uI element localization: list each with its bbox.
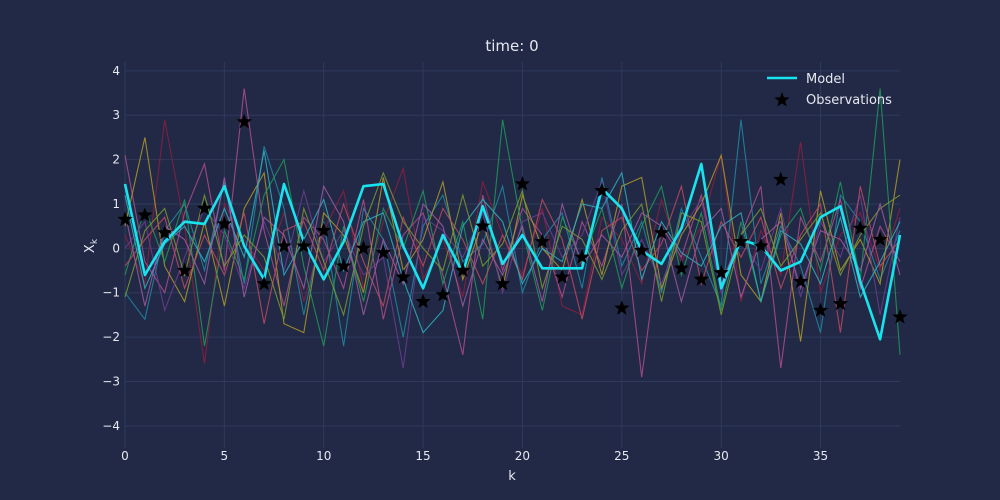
observation-point	[892, 309, 908, 324]
legend: Model Observations	[767, 72, 892, 108]
y-tick-label: 3	[112, 108, 120, 122]
ensemble-line	[124, 150, 901, 334]
x-tick-label: 5	[221, 449, 229, 463]
observation-point	[415, 293, 431, 309]
observation-point	[812, 302, 829, 317]
y-tick-label: 1	[112, 197, 120, 211]
observation-point	[753, 238, 769, 253]
observation-point	[256, 275, 272, 291]
chart-title: time: 0	[485, 37, 538, 55]
model-series	[123, 162, 902, 341]
x-tick-label: 25	[614, 449, 629, 463]
observation-point	[733, 233, 749, 249]
observation-point	[117, 211, 133, 226]
observation-point	[673, 260, 690, 275]
y-tick-label: −1	[102, 286, 120, 300]
observation-point	[236, 113, 252, 129]
observation-point	[852, 220, 868, 235]
observation-point	[773, 171, 789, 187]
model-line	[123, 162, 902, 341]
observation-point	[494, 275, 511, 291]
y-axis-label-subscript: k	[90, 238, 100, 244]
observation-point	[634, 242, 650, 258]
x-tick-label: 20	[515, 449, 530, 463]
x-axis-label: k	[508, 469, 516, 484]
x-tick-labels: 0 5 10 15 20 25 30 35	[121, 449, 828, 463]
observation-point	[475, 218, 491, 233]
y-tick-label: 0	[112, 241, 120, 255]
observation-point	[614, 300, 630, 315]
legend-observations-label: Observations	[806, 93, 892, 108]
observation-point	[276, 238, 292, 253]
observation-point	[375, 244, 391, 260]
observation-point	[534, 233, 550, 249]
observation-point	[455, 262, 471, 277]
observation-point	[594, 182, 610, 198]
y-tick-labels: −4 −3 −2 −1 0 1 2 3 4	[102, 64, 120, 433]
observation-point	[355, 240, 372, 255]
observation-point	[316, 222, 332, 238]
y-tick-label: 2	[112, 153, 120, 167]
x-tick-label: 10	[316, 449, 331, 463]
observation-point	[216, 215, 232, 231]
ensemble-line	[124, 184, 901, 333]
legend-observations-swatch	[774, 92, 790, 107]
observation-point	[554, 269, 570, 284]
ensemble-lines	[124, 88, 901, 378]
x-tick-label: 0	[121, 449, 129, 463]
observation-point	[514, 176, 531, 191]
y-axis-label: Xk	[83, 238, 100, 253]
ensemble-line	[124, 88, 901, 355]
observations-series	[117, 113, 908, 324]
x-tick-label: 30	[714, 449, 729, 463]
y-tick-label: −2	[102, 330, 120, 344]
observation-point	[574, 249, 590, 264]
observation-point	[872, 231, 888, 246]
observation-point	[296, 238, 312, 253]
x-tick-label: 15	[415, 449, 430, 463]
observation-point	[832, 295, 848, 311]
observation-point	[793, 273, 809, 289]
y-tick-label: −4	[102, 419, 120, 433]
legend-star-marker	[774, 92, 790, 107]
observation-point	[335, 258, 352, 273]
y-tick-label: 4	[112, 64, 120, 78]
observation-point	[395, 269, 411, 284]
observation-point	[157, 224, 173, 240]
observation-point	[653, 224, 670, 240]
observation-point	[693, 271, 709, 286]
observation-point	[196, 200, 213, 215]
observation-point	[177, 262, 193, 277]
ensemble-line	[124, 171, 901, 320]
x-tick-label: 35	[813, 449, 828, 463]
legend-model-label: Model	[806, 72, 845, 87]
observation-point	[713, 264, 729, 280]
y-axis-label-base: X	[83, 244, 98, 253]
y-tick-label: −3	[102, 374, 120, 388]
observation-point	[435, 286, 451, 302]
observation-point	[137, 207, 153, 222]
